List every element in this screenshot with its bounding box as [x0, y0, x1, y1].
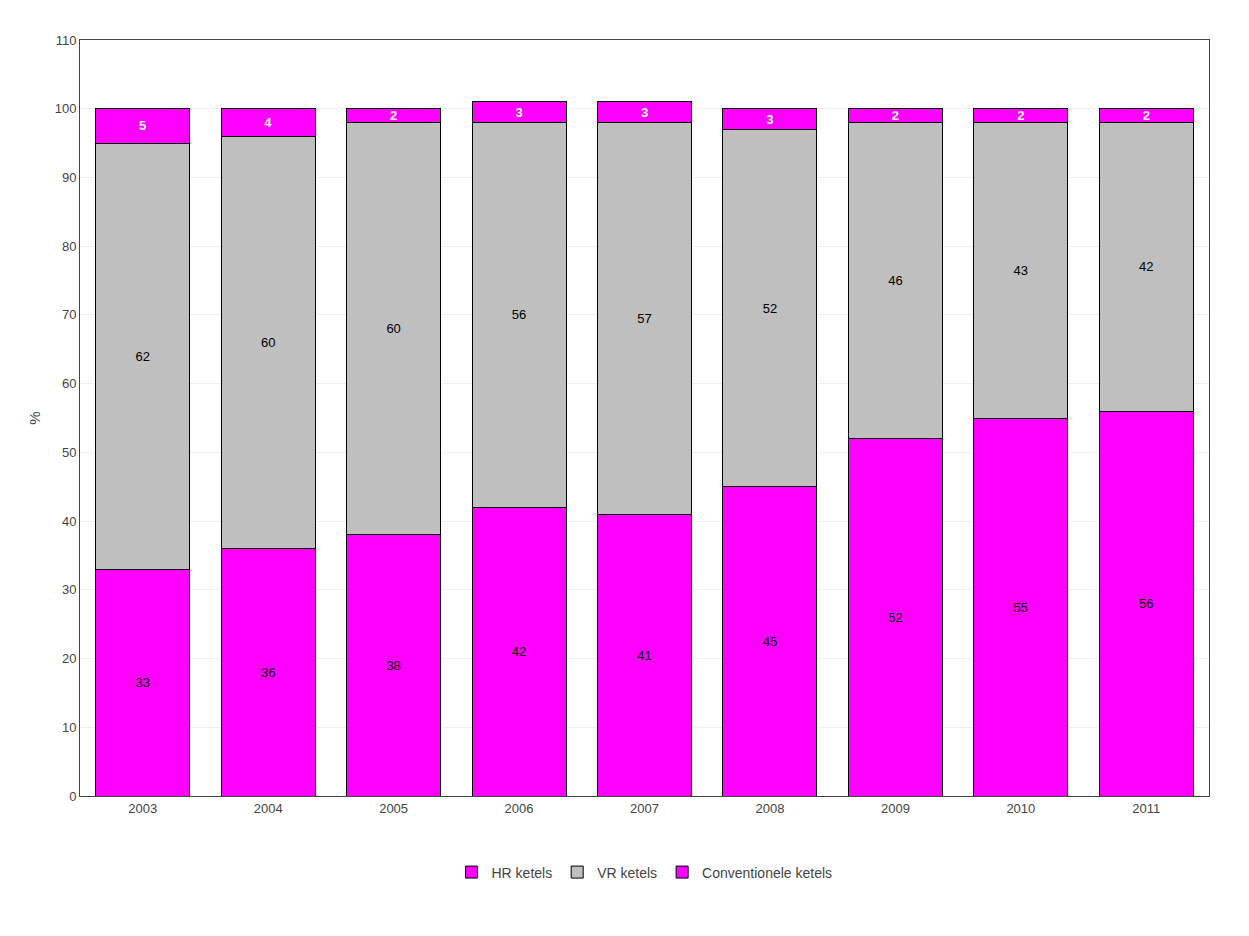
svg-text:2006: 2006	[505, 801, 534, 816]
svg-text:2004: 2004	[254, 801, 283, 816]
svg-text:40: 40	[62, 514, 76, 529]
svg-text:HR ketels: HR ketels	[492, 865, 553, 881]
svg-text:4: 4	[264, 115, 272, 130]
svg-text:2003: 2003	[128, 801, 157, 816]
svg-text:100: 100	[55, 101, 77, 116]
svg-text:60: 60	[386, 321, 400, 336]
svg-text:42: 42	[512, 644, 526, 659]
svg-text:56: 56	[512, 307, 526, 322]
svg-text:10: 10	[62, 720, 76, 735]
svg-text:VR ketels: VR ketels	[597, 865, 657, 881]
svg-text:43: 43	[1014, 263, 1028, 278]
svg-text:3: 3	[515, 105, 522, 120]
svg-text:110: 110	[56, 33, 77, 48]
svg-text:36: 36	[261, 665, 275, 680]
svg-text:70: 70	[62, 307, 76, 322]
svg-text:3: 3	[641, 105, 648, 120]
svg-text:46: 46	[888, 273, 902, 288]
svg-text:2: 2	[1017, 108, 1024, 123]
svg-text:2005: 2005	[379, 801, 408, 816]
svg-text:60: 60	[261, 335, 275, 350]
svg-text:55: 55	[1014, 600, 1028, 615]
svg-text:52: 52	[763, 301, 777, 316]
svg-text:3: 3	[766, 112, 773, 127]
svg-text:2: 2	[1143, 108, 1150, 123]
svg-text:41: 41	[637, 648, 651, 663]
svg-text:52: 52	[888, 610, 902, 625]
svg-text:45: 45	[763, 634, 777, 649]
svg-text:56: 56	[1139, 596, 1153, 611]
svg-text:0: 0	[69, 789, 76, 804]
svg-text:20: 20	[62, 651, 76, 666]
svg-text:60: 60	[62, 376, 76, 391]
svg-text:5: 5	[139, 118, 146, 133]
svg-text:80: 80	[62, 239, 76, 254]
svg-text:33: 33	[135, 675, 149, 690]
svg-text:50: 50	[62, 445, 76, 460]
svg-text:38: 38	[386, 658, 400, 673]
svg-text:%: %	[26, 411, 43, 424]
svg-text:2007: 2007	[630, 801, 659, 816]
svg-text:2: 2	[390, 108, 397, 123]
svg-text:2008: 2008	[755, 801, 784, 816]
svg-text:2011: 2011	[1132, 801, 1160, 816]
svg-text:2: 2	[892, 108, 899, 123]
svg-text:2010: 2010	[1006, 801, 1035, 816]
svg-text:2009: 2009	[881, 801, 910, 816]
svg-text:30: 30	[62, 582, 76, 597]
svg-text:62: 62	[135, 349, 149, 364]
svg-text:Conventionele ketels: Conventionele ketels	[702, 865, 832, 881]
svg-text:42: 42	[1139, 259, 1153, 274]
svg-text:90: 90	[62, 170, 76, 185]
svg-text:57: 57	[637, 311, 651, 326]
